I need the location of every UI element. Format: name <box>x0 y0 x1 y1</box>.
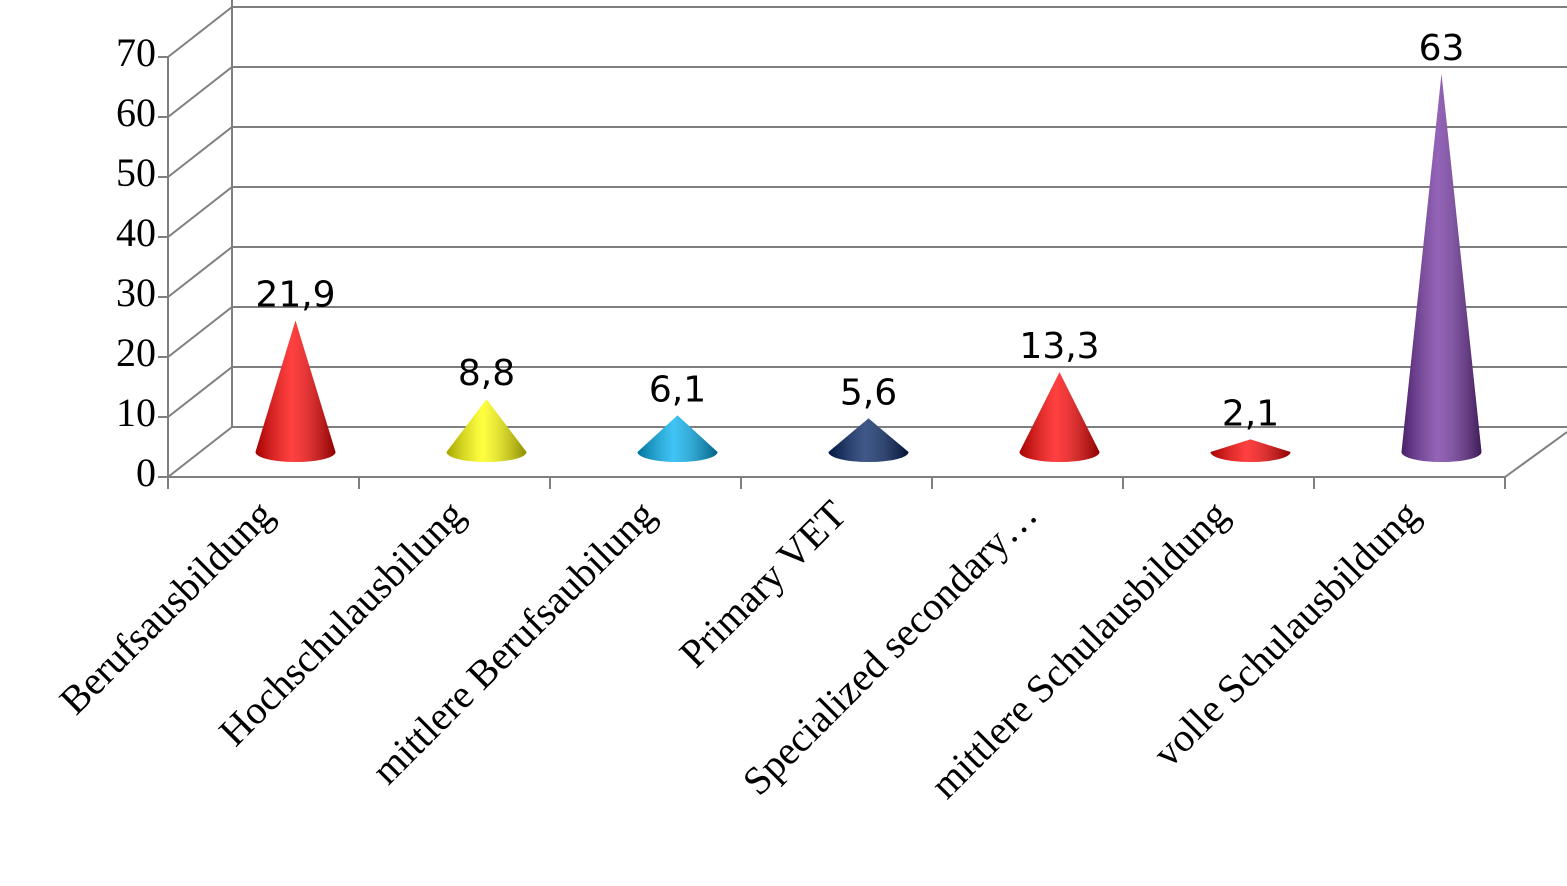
cone-shade <box>1401 74 1482 462</box>
cone-shade <box>828 418 909 462</box>
y-tick-label: 30 <box>116 270 156 315</box>
cone-shade <box>637 415 718 462</box>
y-tick-label: 40 <box>116 210 156 255</box>
y-tick-label: 50 <box>116 150 156 195</box>
grid-diagonal <box>167 126 233 178</box>
y-tick-label: 60 <box>116 90 156 135</box>
grid-diagonal <box>167 186 233 238</box>
grid-diagonal <box>167 6 233 58</box>
grid-diagonal <box>167 306 233 358</box>
grid-diagonal <box>167 246 233 298</box>
cone-shade <box>1019 372 1100 462</box>
value-label: 63 <box>1419 28 1465 69</box>
value-label: 8,8 <box>458 353 515 394</box>
y-tick-label: 20 <box>116 330 156 375</box>
grid-diagonal <box>167 366 233 418</box>
y-tick-label: 70 <box>116 30 156 75</box>
value-label: 6,1 <box>649 369 706 410</box>
value-label: 21,9 <box>255 275 335 316</box>
value-label: 5,6 <box>840 372 897 413</box>
grid-diagonal <box>167 66 233 118</box>
floor-right <box>1504 431 1567 478</box>
cone-shade <box>255 320 336 462</box>
value-label: 13,3 <box>1019 326 1099 367</box>
value-label: 2,1 <box>1222 393 1279 434</box>
x-tick-label: Primary VET <box>670 492 854 676</box>
grid-diagonal <box>167 426 233 478</box>
cone-shade <box>446 399 527 462</box>
y-tick-label: 0 <box>136 450 156 495</box>
cone-shade <box>1210 439 1291 462</box>
y-tick-label: 10 <box>116 390 156 435</box>
